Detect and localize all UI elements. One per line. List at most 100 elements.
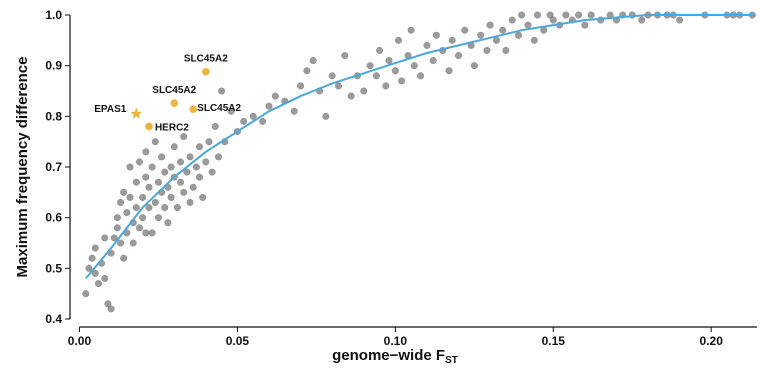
data-point — [290, 107, 298, 115]
data-point — [208, 168, 216, 176]
highlight-point — [145, 122, 153, 131]
data-point — [549, 16, 557, 24]
data-point — [139, 214, 147, 222]
data-point — [448, 36, 456, 44]
data-point — [177, 158, 185, 166]
data-point — [546, 11, 554, 19]
highlight-point — [170, 99, 179, 107]
data-point — [170, 143, 178, 151]
data-point — [183, 168, 191, 176]
x-tick-label: 0.20 — [700, 334, 724, 348]
data-point — [107, 305, 115, 313]
data-point — [638, 16, 646, 24]
data-point — [110, 234, 118, 242]
data-point — [164, 219, 172, 227]
data-point — [477, 31, 485, 39]
data-point — [132, 203, 140, 212]
data-point — [142, 229, 150, 237]
data-point — [186, 198, 194, 207]
data-point — [101, 274, 109, 283]
data-point — [227, 107, 235, 115]
data-point — [581, 21, 589, 29]
data-point — [211, 122, 219, 131]
y-tick-label: 0.5 — [45, 261, 62, 275]
data-point — [309, 57, 317, 65]
data-point — [259, 117, 267, 125]
data-point — [199, 193, 207, 201]
data-point — [145, 203, 153, 212]
data-point — [154, 214, 162, 222]
data-point — [126, 163, 134, 171]
data-point — [142, 148, 150, 156]
data-point — [341, 51, 349, 60]
data-point — [123, 209, 131, 217]
data-point — [574, 11, 583, 19]
data-point — [240, 117, 248, 125]
data-point — [173, 203, 181, 212]
data-point — [167, 193, 175, 201]
data-point — [328, 72, 336, 80]
point-label: EPAS1 — [94, 104, 126, 115]
data-point — [177, 178, 185, 186]
data-point — [492, 36, 500, 44]
y-tick-label: 0.8 — [45, 109, 62, 123]
y-axis-title: Maximum frequency difference — [14, 57, 31, 278]
data-point — [161, 203, 169, 212]
data-point — [167, 163, 175, 171]
data-point — [249, 112, 257, 120]
data-point — [113, 224, 121, 232]
data-point — [180, 188, 188, 196]
data-point — [486, 21, 494, 29]
point-label: SLC45A2 — [197, 103, 241, 114]
data-point — [429, 57, 437, 65]
data-point — [135, 158, 144, 166]
data-point — [88, 254, 96, 262]
data-point — [145, 183, 153, 191]
x-axis-title-text: genome−wide F — [332, 347, 445, 364]
data-point — [461, 26, 469, 34]
data-point — [192, 163, 200, 171]
data-point — [417, 72, 425, 80]
data-point — [101, 234, 109, 242]
data-point — [271, 92, 279, 100]
fit-curve — [85, 14, 756, 280]
data-point — [366, 62, 374, 70]
data-point — [432, 31, 440, 39]
y-tick-label: 0.4 — [45, 312, 62, 326]
y-tick-label: 0.7 — [45, 160, 62, 174]
data-point — [148, 229, 156, 237]
data-point — [303, 67, 311, 75]
data-point — [518, 11, 526, 19]
data-point — [218, 87, 226, 95]
data-point — [195, 173, 204, 181]
x-tick-label: 0.05 — [226, 334, 250, 348]
data-point — [158, 153, 166, 161]
x-axis-title: genome−wide FST — [332, 347, 458, 366]
data-point — [113, 214, 121, 222]
data-point — [214, 153, 223, 161]
data-point — [407, 26, 415, 34]
data-point — [116, 198, 125, 207]
data-point — [334, 82, 343, 90]
point-label: SLC45A2 — [152, 85, 196, 96]
x-tick-label: 0.15 — [542, 334, 566, 348]
y-tick-label: 0.6 — [45, 211, 62, 225]
data-point — [514, 31, 523, 39]
data-point — [265, 102, 273, 110]
data-point — [151, 138, 159, 146]
data-point — [126, 193, 134, 201]
data-point — [142, 173, 150, 181]
highlight-point — [202, 67, 210, 76]
data-point — [195, 143, 204, 151]
data-point — [186, 153, 194, 161]
data-point — [524, 21, 532, 29]
data-point — [297, 82, 305, 90]
x-tick-label: 0.00 — [68, 334, 92, 348]
data-point — [470, 62, 478, 70]
data-point — [94, 279, 102, 288]
data-point — [116, 239, 125, 247]
data-point — [587, 11, 595, 19]
y-tick-label: 1.0 — [45, 8, 62, 22]
data-point — [483, 46, 491, 55]
